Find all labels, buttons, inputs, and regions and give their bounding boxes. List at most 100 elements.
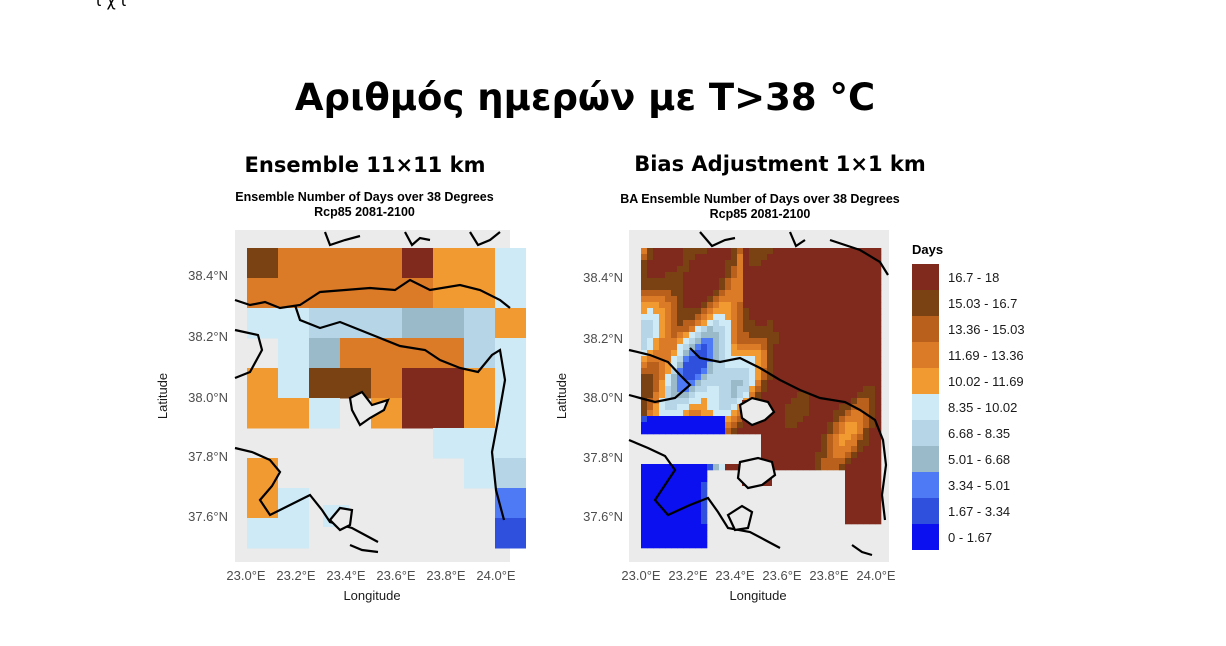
right-map-cell [845,338,852,345]
right-map-cell [701,524,708,531]
legend-label: 10.02 - 11.69 [948,373,1024,389]
right-map-cell [797,452,804,459]
right-map-cell [659,296,666,303]
right-map-cell [683,326,690,333]
left-map-cell [433,308,464,339]
right-map-cell [677,374,684,381]
right-map-cell [677,368,684,375]
right-map-cell [791,452,798,459]
right-map-cell [815,272,822,279]
right-map-cell [707,320,714,327]
right-map-cell [755,392,762,399]
right-map-cell [863,476,870,483]
left-xtick-6: 24.0°E [476,568,516,583]
right-map-cell [653,518,660,525]
right-map-cell [761,422,768,429]
right-map-cell [869,470,876,477]
right-map-cell [851,266,858,273]
right-map-cell [689,494,696,501]
right-map-cell [797,332,804,339]
right-map-cell [731,422,738,429]
right-map-cell [725,428,732,435]
right-map-cell [641,278,648,285]
left-map-cell [402,248,433,279]
right-map-cell [689,524,696,531]
right-map-cell [683,518,690,525]
right-map-cell [839,410,846,417]
right-map-cell [773,308,780,315]
right-map-cell [779,314,786,321]
right-map-cell [701,284,708,291]
right-map-cell [749,374,756,381]
right-map-cell [821,272,828,279]
right-map-cell [677,428,684,435]
legend-item: 8.35 - 10.02 [912,394,1025,420]
right-map-cell [809,362,816,369]
right-map-cell [839,278,846,285]
right-map-cell [749,368,756,375]
right-map-cell [653,302,660,309]
right-map-cell [857,260,864,267]
right-map-cell [851,452,858,459]
left-map-cell [433,398,464,429]
right-map-cell [755,308,762,315]
right-map-cell [863,440,870,447]
right-map-cell [791,440,798,447]
right-map-cell [683,464,690,471]
right-map-coastline [628,231,889,557]
right-map-cell [815,404,822,411]
right-map-cell [641,308,648,315]
right-map-cell [671,272,678,279]
right-map-cell [827,416,834,423]
right-map-cell [707,344,714,351]
right-map-cell [713,266,720,273]
right-map-cell [815,296,822,303]
right-map-cell [851,488,858,495]
right-plot-title-line1: BA Ensemble Number of Days over 38 Degre… [620,192,900,206]
right-map-cell [665,302,672,309]
right-map-cell [641,416,648,423]
right-map-cell [815,446,822,453]
right-map-cell [863,446,870,453]
right-map-cell [773,278,780,285]
right-map-cell [863,332,870,339]
right-map-cell [857,266,864,273]
right-map-cell [821,266,828,273]
right-map-cell [851,326,858,333]
right-map-cell [797,404,804,411]
right-map-cell [797,326,804,333]
right-map-cell [665,380,672,387]
right-map-cell [695,524,702,531]
right-map-cell [707,464,714,471]
right-map-cell [701,404,708,411]
right-map-cell [671,542,678,549]
right-map-cell [671,260,678,267]
right-map-cell [785,440,792,447]
right-map-cell [707,260,714,267]
right-map-cell [671,398,678,405]
right-map-cell [791,314,798,321]
right-map-cell [797,260,804,267]
right-map-cell [665,362,672,369]
right-map-cell [767,386,774,393]
right-map-cell [719,368,726,375]
right-map-cell [797,446,804,453]
right-map-cell [653,416,660,423]
right-map-cell [827,266,834,273]
right-map-cell [713,278,720,285]
right-map-cell [803,380,810,387]
right-map-cell [641,524,648,531]
right-map-cell [785,434,792,441]
right-map-cell [809,404,816,411]
right-map-cell [803,326,810,333]
right-map-cell [875,350,882,357]
right-map-cell [791,428,798,435]
legend-swatch [912,368,939,394]
right-map-cell [725,248,732,255]
right-map-cell [671,422,678,429]
right-map-cell [677,248,684,255]
right-map-cell [857,332,864,339]
right-map-cell [833,248,840,255]
right-map-cell [809,338,816,345]
